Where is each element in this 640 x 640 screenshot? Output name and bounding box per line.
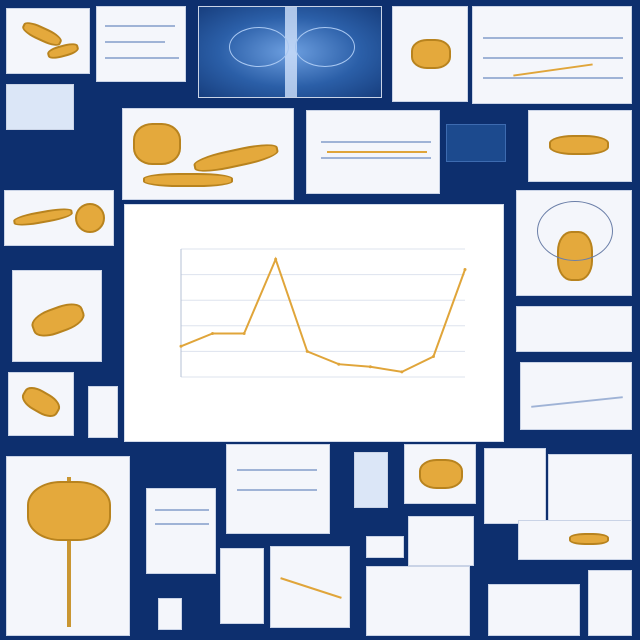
nerve-diagram-tile: [516, 190, 632, 296]
hand-xray-tile: [220, 548, 264, 624]
small-chart-tile: [96, 6, 186, 82]
series-line: [180, 256, 466, 373]
spine-xray-tile: [198, 6, 382, 98]
data-point: [431, 355, 435, 359]
report-tile: [146, 488, 216, 574]
limb-diagram-tile: [4, 190, 114, 246]
motion-sketch-tile: [408, 516, 474, 566]
scan-tile: [446, 124, 506, 162]
bone-chart-tile: [306, 110, 440, 194]
bone-diagram-tile: [122, 108, 294, 200]
line-chart-tile: [520, 362, 632, 430]
scan-blue-tile: [488, 584, 580, 636]
femur-tile: [8, 372, 74, 436]
main-line-chart: [124, 204, 504, 442]
table-tile: [516, 306, 632, 352]
line-graph-tile: [270, 546, 350, 628]
data-point: [274, 257, 278, 261]
joint-diagram-tile: [392, 6, 468, 102]
grid-tile: [588, 570, 632, 636]
pelvis-diagram-tile: [528, 110, 632, 182]
femur-diagram-tile: [518, 520, 632, 560]
spine-segment-tile: [12, 270, 102, 362]
data-point: [305, 349, 309, 353]
data-point: [337, 362, 341, 366]
vertebra-tile: [88, 386, 118, 438]
foot-diagram-tile: [366, 566, 470, 636]
data-point: [368, 365, 372, 369]
data-point: [211, 331, 215, 335]
data-point: [400, 370, 404, 374]
data-point: [242, 331, 246, 335]
chart-svg: [179, 248, 467, 378]
data-point: [463, 267, 467, 271]
box-tile: [158, 598, 182, 630]
cylinder-tile: [354, 452, 388, 508]
trend-chart-tile: [484, 448, 546, 524]
dashboard-tile: [226, 444, 330, 534]
skull-tile: [404, 444, 476, 504]
form-tile: [6, 84, 74, 130]
table-small-tile: [366, 536, 404, 558]
skeleton-diagram-tile: [6, 8, 90, 74]
scatter-chart-tile: [472, 6, 632, 104]
data-point: [179, 344, 183, 348]
skeletal-tree-tile: [6, 456, 130, 636]
